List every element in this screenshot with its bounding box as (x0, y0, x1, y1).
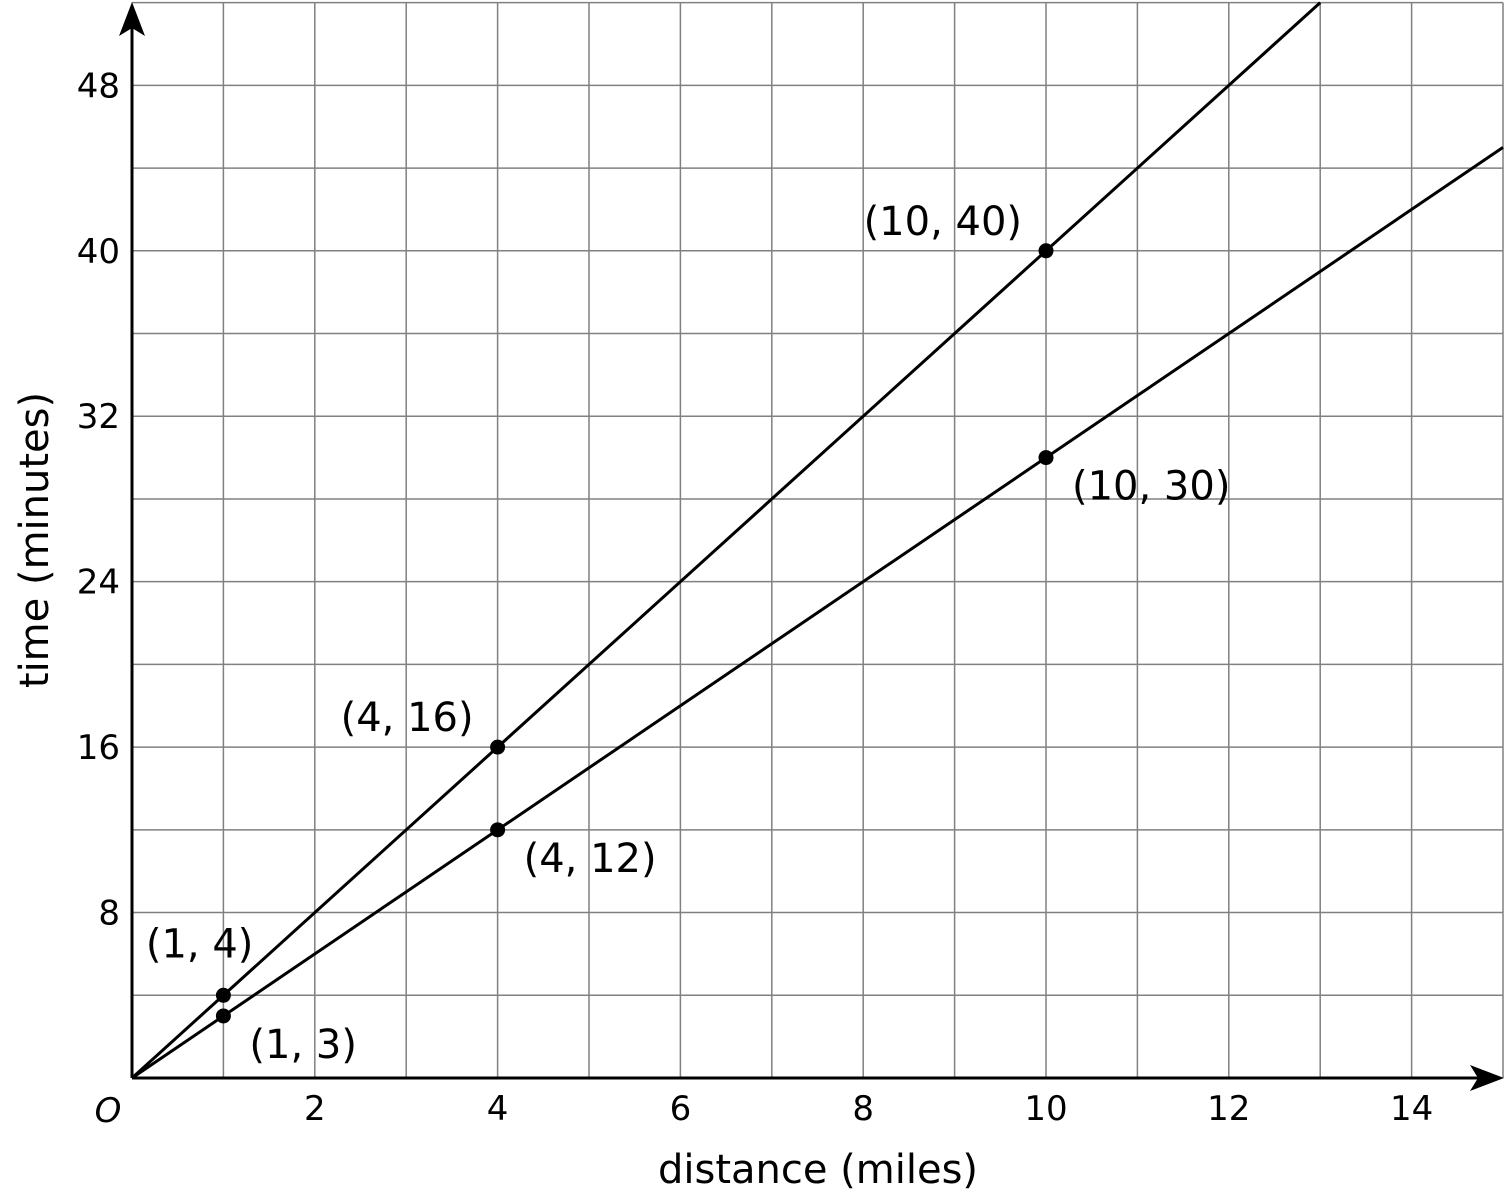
x-axis-label: distance (miles) (658, 1147, 978, 1193)
y-axis-arrow (119, 2, 145, 36)
data-label: (10, 30) (1072, 464, 1230, 510)
y-tick-label: 32 (77, 397, 120, 437)
y-tick-label: 8 (98, 894, 120, 934)
data-point (215, 987, 231, 1003)
x-tick-label: 4 (487, 1089, 509, 1129)
series-lines (130, 1, 1504, 1080)
data-label: (10, 40) (864, 199, 1022, 245)
series-line (131, 146, 1504, 1080)
data-point (490, 822, 506, 838)
x-tick-label: 10 (1024, 1089, 1067, 1129)
data-label: (1, 3) (249, 1022, 357, 1068)
data-point (1038, 450, 1054, 466)
x-tick-label: 6 (670, 1089, 692, 1129)
x-tick-label: 2 (304, 1089, 326, 1129)
data-label: (4, 16) (341, 695, 474, 741)
series-line (130, 1, 1322, 1080)
grid (132, 1, 1504, 1078)
y-tick-label: 40 (77, 232, 120, 272)
data-points: (1, 4) (4, 16) (10, 40) (1, 3) (4, 12) (10, 3… (146, 199, 1231, 1068)
data-point (490, 739, 506, 755)
data-label: (1, 4) (146, 921, 254, 967)
x-tick-label: 12 (1207, 1089, 1250, 1129)
data-point (215, 1008, 231, 1024)
y-tick-label: 24 (77, 563, 120, 603)
y-tick-label: 48 (77, 66, 120, 106)
data-point (1038, 243, 1054, 259)
origin-label: O (95, 1091, 122, 1131)
data-label: (4, 12) (524, 836, 657, 882)
y-tick-label: 16 (77, 728, 120, 768)
x-axis-arrow (1470, 1065, 1504, 1091)
y-axis-label: time (minutes) (12, 392, 58, 688)
x-tick-label: 8 (852, 1089, 874, 1129)
x-tick-label: 14 (1390, 1089, 1433, 1129)
